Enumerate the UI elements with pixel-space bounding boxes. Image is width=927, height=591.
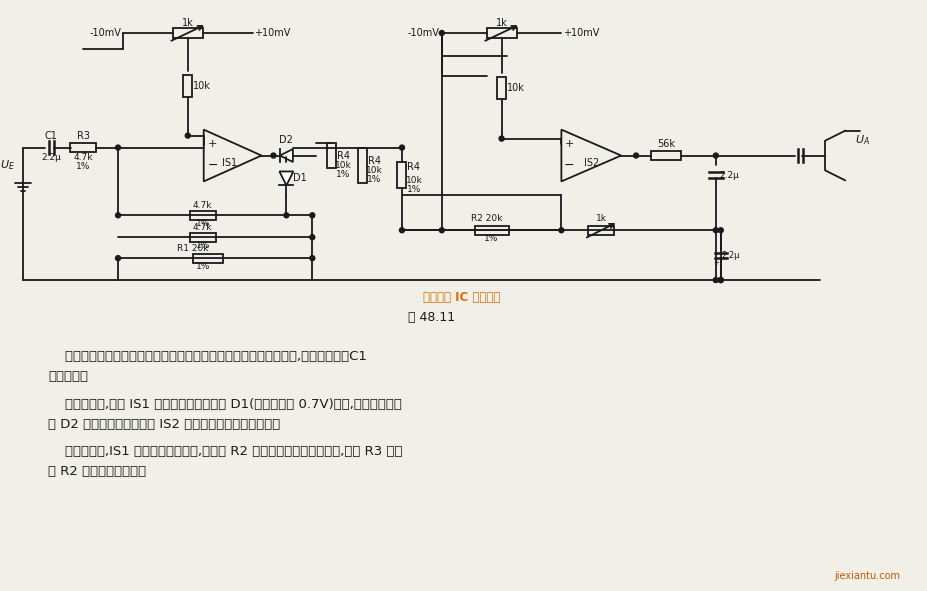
Text: D1: D1: [293, 173, 307, 183]
Circle shape: [310, 213, 314, 218]
Circle shape: [284, 213, 288, 218]
Text: R4: R4: [337, 151, 349, 161]
Text: -10mV: -10mV: [89, 28, 121, 38]
Circle shape: [310, 256, 314, 261]
Text: 10k: 10k: [506, 83, 524, 93]
Circle shape: [438, 228, 444, 233]
Text: R2 20k: R2 20k: [471, 214, 502, 223]
Text: 1k: 1k: [495, 18, 507, 28]
Text: +10mV: +10mV: [254, 28, 290, 38]
Polygon shape: [279, 171, 293, 186]
Bar: [651, 151, 680, 160]
Text: 4.7k: 4.7k: [193, 201, 212, 210]
Text: IS2: IS2: [583, 158, 598, 168]
Text: 10k: 10k: [335, 161, 351, 170]
Text: 该电路可将输入的交变信号变换为直流信号。若输入信号频率很低,则输入端电容C1: 该电路可将输入的交变信号变换为直流信号。若输入信号频率很低,则输入端电容C1: [48, 350, 367, 363]
Text: 4.7k: 4.7k: [193, 223, 212, 232]
Bar: [184, 75, 192, 97]
Bar: [172, 28, 202, 38]
Bar: [497, 77, 505, 99]
Circle shape: [717, 278, 722, 282]
Text: 阻 R2 构成负反馈回路。: 阻 R2 构成负反馈回路。: [48, 465, 146, 478]
Bar: [397, 163, 406, 189]
Circle shape: [438, 31, 444, 35]
Bar: [357, 148, 366, 183]
Text: 在负半周时,运放 IS1 的输出端通过二极管 D1(截止电压为 0.7V)连接,并且经由二极: 在负半周时,运放 IS1 的输出端通过二极管 D1(截止电压为 0.7V)连接,…: [48, 398, 401, 411]
Text: +10mV: +10mV: [563, 28, 599, 38]
Text: -10mV: -10mV: [408, 28, 439, 38]
Bar: [486, 28, 516, 38]
Text: 1%: 1%: [196, 241, 210, 249]
Text: +: +: [712, 260, 717, 266]
Circle shape: [633, 153, 638, 158]
Circle shape: [116, 213, 121, 218]
Bar: [326, 142, 336, 168]
Circle shape: [713, 278, 717, 282]
Bar: [193, 254, 222, 262]
Circle shape: [713, 228, 717, 233]
Text: −: −: [564, 159, 574, 172]
Bar: [588, 226, 614, 235]
Text: 2.2μ: 2.2μ: [42, 153, 61, 162]
Circle shape: [399, 145, 404, 150]
Circle shape: [399, 228, 404, 233]
Text: +: +: [564, 138, 574, 148]
Text: 1%: 1%: [336, 170, 350, 179]
Text: 1k: 1k: [182, 18, 194, 28]
Text: 2.2μ: 2.2μ: [719, 171, 739, 180]
Text: 1%: 1%: [196, 219, 210, 228]
Text: jiexiantu.com: jiexiantu.com: [833, 571, 899, 581]
Text: +: +: [208, 138, 217, 148]
Text: 1%: 1%: [366, 175, 381, 184]
Bar: [475, 226, 508, 235]
Polygon shape: [280, 149, 293, 162]
Text: 56k: 56k: [656, 138, 674, 148]
Bar: [189, 233, 215, 242]
Text: 图 48.11: 图 48.11: [408, 311, 455, 324]
Circle shape: [717, 278, 722, 282]
Text: 管 D2 同相加点隔离。运放 IS2 作为反相电压跟随器工作。: 管 D2 同相加点隔离。运放 IS2 作为反相电压跟随器工作。: [48, 418, 280, 431]
Circle shape: [499, 136, 503, 141]
Text: 4.7k: 4.7k: [73, 153, 93, 162]
Circle shape: [271, 153, 275, 158]
Text: R4: R4: [407, 163, 420, 173]
Bar: [70, 143, 96, 152]
Bar: [189, 211, 215, 220]
Text: 在正半周时,IS1 作反相放大器工作,并通过 R2 与相加点连接。在输入端,电阻 R3 与电: 在正半周时,IS1 作反相放大器工作,并通过 R2 与相加点连接。在输入端,电阻…: [48, 446, 402, 459]
Text: R3: R3: [77, 131, 90, 141]
Text: 1%: 1%: [484, 233, 499, 243]
Text: −: −: [208, 159, 218, 172]
Circle shape: [310, 235, 314, 240]
Text: C1: C1: [44, 131, 57, 141]
Circle shape: [713, 153, 717, 158]
Circle shape: [116, 145, 121, 150]
Circle shape: [717, 228, 722, 233]
Text: 1%: 1%: [76, 162, 90, 171]
Text: 10k: 10k: [405, 176, 422, 185]
Text: 10k: 10k: [193, 81, 210, 91]
Text: 全球最大 IC 采购网站: 全球最大 IC 采购网站: [423, 291, 500, 304]
Text: 2.2μ: 2.2μ: [720, 251, 739, 259]
Text: R1 20k: R1 20k: [177, 243, 209, 253]
Text: 1%: 1%: [196, 262, 210, 271]
Text: $U_E$: $U_E$: [0, 158, 16, 173]
Text: R4: R4: [367, 155, 380, 165]
Text: 1k: 1k: [595, 214, 606, 223]
Text: IS1: IS1: [222, 158, 237, 168]
Text: D2: D2: [279, 135, 293, 145]
Text: 可以取消。: 可以取消。: [48, 370, 88, 383]
Circle shape: [558, 228, 564, 233]
Circle shape: [185, 133, 190, 138]
Text: $U_A$: $U_A$: [855, 134, 870, 148]
Circle shape: [116, 256, 121, 261]
Text: 10k: 10k: [365, 166, 382, 175]
Text: 1%: 1%: [406, 185, 421, 194]
